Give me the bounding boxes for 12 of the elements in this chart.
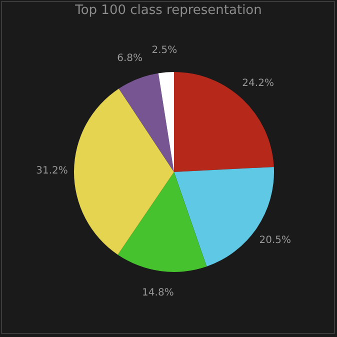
- pie-slice: [118, 172, 207, 272]
- chart-title: Top 100 class representation: [74, 3, 263, 18]
- data-label: 6.8%: [117, 52, 143, 64]
- data-label: 2.5%: [152, 44, 178, 56]
- data-label: 24.2%: [242, 78, 274, 90]
- pie-slice: [74, 88, 174, 255]
- pie-slice: [174, 72, 274, 172]
- data-label: 14.8%: [142, 287, 174, 298]
- data-label: 31.2%: [36, 166, 68, 177]
- data-label: 20.5%: [259, 234, 292, 246]
- pie-slice: [118, 73, 174, 172]
- pie-slice: [158, 72, 174, 172]
